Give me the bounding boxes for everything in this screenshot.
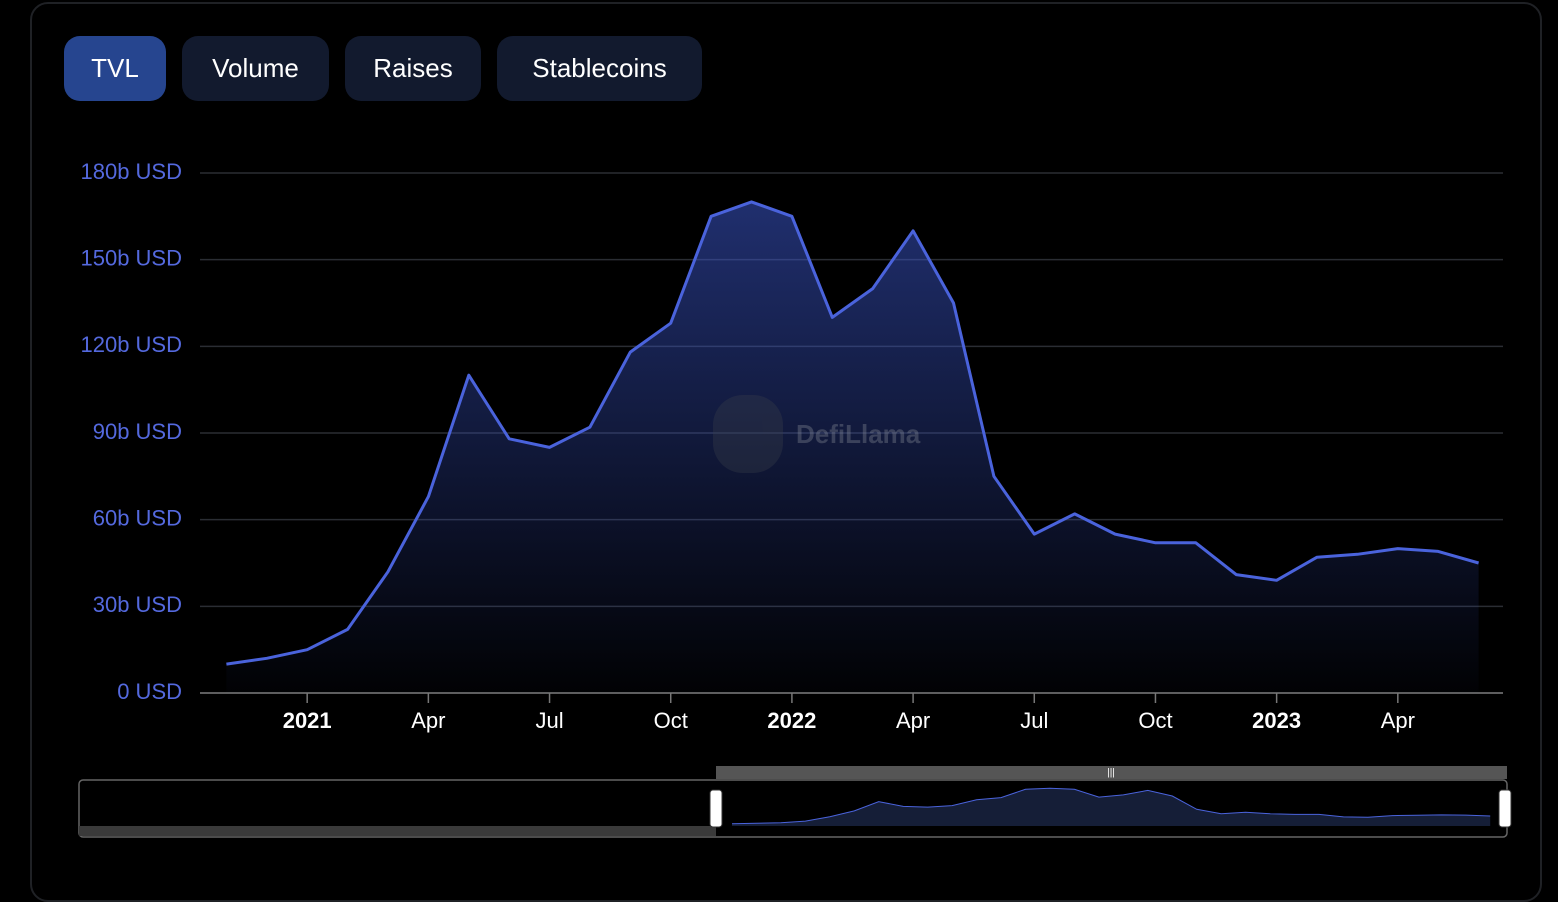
tab[interactable]: Raises [345,36,481,101]
y-tick-label: 90b USD [93,419,182,444]
x-tick-label: 2021 [283,708,332,733]
x-tick-label: Oct [654,708,688,733]
x-tick-label: Apr [1381,708,1415,733]
x-tick-label: Apr [896,708,930,733]
navigator-area [731,788,1491,826]
y-tick-label: 60b USD [93,505,182,530]
navigator-handle[interactable] [709,789,723,828]
tab[interactable]: Volume [182,36,329,101]
tab[interactable]: Stablecoins [497,36,702,101]
line [226,200,1480,666]
x-tick-label: Oct [1138,708,1172,733]
scrollbar-grip[interactable]: ||| [1107,768,1115,779]
watermark: DefiLlama [713,395,921,473]
watermark-logo [713,395,783,473]
area [226,201,1479,693]
page: {"tabs": ["TVL", "Volume", "Raises", "St… [30,2,1542,902]
x-tick-label: 2022 [767,708,816,733]
y-tick-label: 0 USD [117,679,182,704]
navigator-line [731,787,1491,825]
y-tick-label: 120b USD [80,332,182,357]
navigator-scrollbar[interactable] [716,766,1507,779]
x-tick-label: 2023 [1252,708,1301,733]
y-tick-label: 180b USD [80,159,182,184]
y-tick-label: 30b USD [93,592,182,617]
navigator-outside [79,826,716,836]
x-tick-label: Apr [411,708,445,733]
tab[interactable]: TVL [64,36,166,101]
navigator: ||| [78,766,1512,838]
x-tick-label: Jul [535,708,563,733]
y-tick-label: 150b USD [80,245,182,270]
watermark-text: DefiLlama [796,419,921,449]
navigator-handle[interactable] [1498,789,1512,828]
chart: DefiLlama ||| 0 USD 30b USD 60b USD 90b USD… [78,159,1512,838]
x-tick-label: Jul [1020,708,1048,733]
